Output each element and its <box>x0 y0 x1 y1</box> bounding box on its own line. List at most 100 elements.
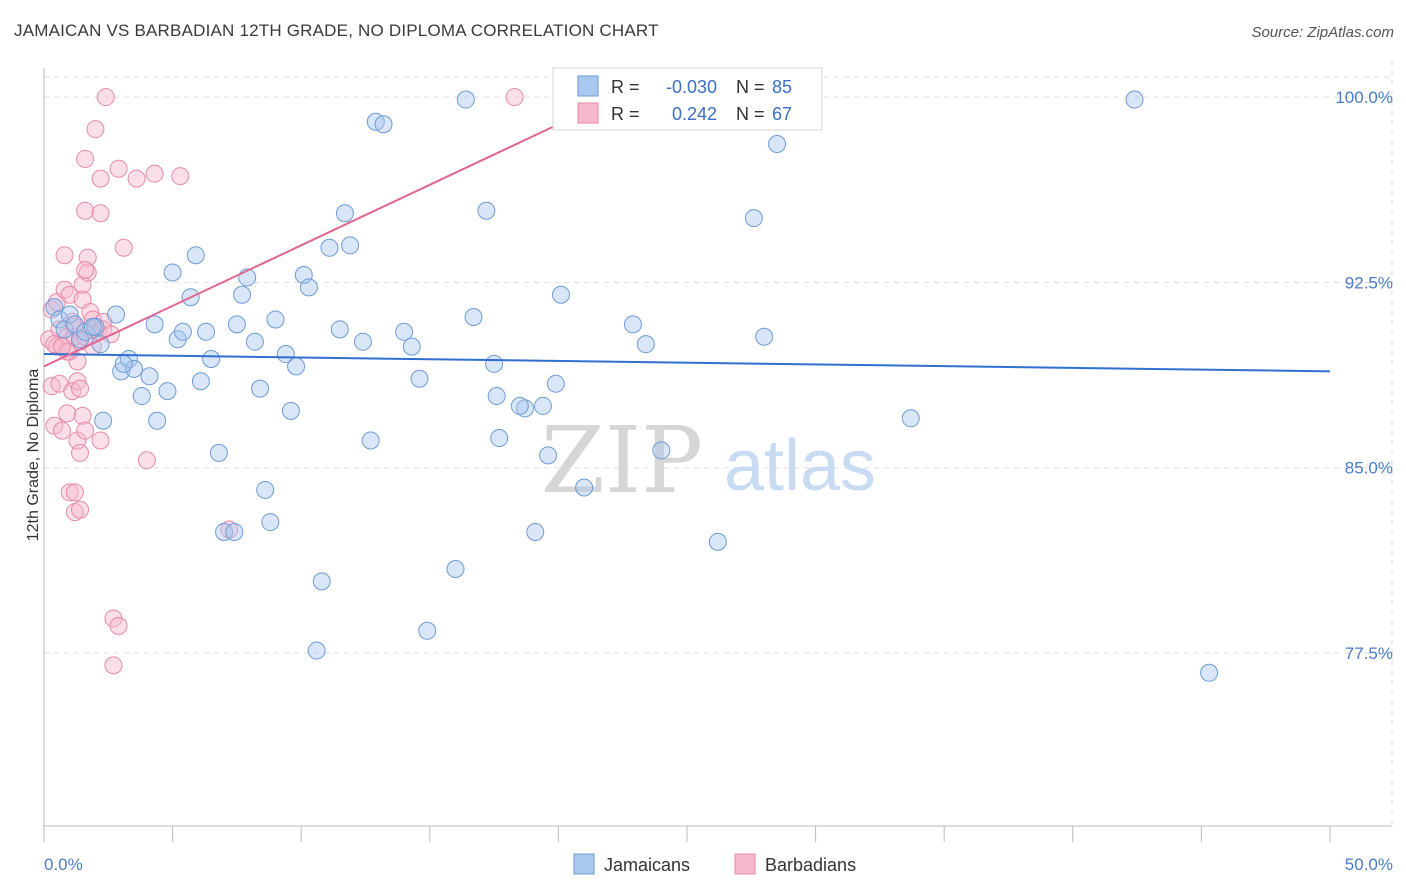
jamaican-point <box>1200 663 1219 682</box>
barbadian-point <box>91 204 110 223</box>
barbadian-point <box>171 167 190 186</box>
barbadian-point <box>78 263 97 282</box>
jamaican-legend-swatch <box>577 75 599 97</box>
barbadian-point <box>137 451 156 470</box>
barbadian-point <box>145 164 164 183</box>
jamaican-point <box>374 115 393 134</box>
jamaican-point <box>335 204 354 223</box>
barbadian-point <box>71 500 90 519</box>
chart-title: JAMAICAN VS BARBADIAN 12TH GRADE, NO DIP… <box>14 21 659 40</box>
jamaican-point <box>125 359 144 378</box>
axes <box>43 68 1392 842</box>
jamaican-point <box>575 478 594 497</box>
jamaican-point <box>446 560 465 579</box>
jamaican-point <box>148 411 167 430</box>
jamaican-point <box>186 246 205 265</box>
series-legend: Jamaicans Barbadians <box>573 853 856 875</box>
y-tick-label: 85.0% <box>1345 459 1393 478</box>
barbadian-point <box>58 404 77 423</box>
jamaican-point <box>623 315 642 334</box>
trend-lines <box>43 123 1331 373</box>
barbadian-point <box>86 120 105 139</box>
legend-n-value-1: 85 <box>772 77 792 97</box>
barbadian-point <box>53 337 72 356</box>
jamaicans-legend-label: Jamaicans <box>604 855 690 875</box>
barbadian-point <box>109 616 128 635</box>
jamaican-point <box>299 278 318 297</box>
barbadian-point <box>76 261 95 280</box>
jamaican-point <box>539 446 558 465</box>
jamaican-point <box>485 354 504 373</box>
jamaican-point <box>744 209 763 228</box>
jamaican-point <box>490 429 509 448</box>
tick-labels: 77.5% 85.0% 92.5% 100.0% 0.0% 50.0% <box>44 88 1393 874</box>
legend-r-label-1: R = <box>611 77 640 97</box>
barbadian-point <box>53 421 72 440</box>
jamaican-point <box>233 285 252 304</box>
jamaican-point <box>1125 90 1144 109</box>
jamaican-point <box>158 382 177 401</box>
jamaican-point <box>140 367 159 386</box>
barbadian-point <box>220 520 239 539</box>
barbadian-point <box>55 280 74 299</box>
jamaicans-swatch <box>573 853 595 875</box>
x-tick-label: 50.0% <box>1345 855 1393 874</box>
jamaican-point <box>395 322 414 341</box>
jamaican-point <box>487 387 506 406</box>
legend-r-value-2: 0.242 <box>672 104 717 124</box>
jamaican-point <box>526 522 545 541</box>
legend-r-value-1: -0.030 <box>666 77 717 97</box>
grid-lines <box>44 60 1393 826</box>
jamaican-point <box>107 305 126 324</box>
barbadian-point <box>55 246 74 265</box>
jamaican-point <box>173 322 192 341</box>
legend-n-label-1: N = <box>736 77 765 97</box>
jamaican-point <box>477 201 496 220</box>
jamaican-point <box>551 285 570 304</box>
watermark-atlas: atlas <box>724 426 876 506</box>
barbadian-point <box>71 443 90 462</box>
jamaican-trend-line <box>43 353 1331 373</box>
y-tick-label: 92.5% <box>1345 273 1393 292</box>
barbadian-point <box>109 159 128 178</box>
jamaican-point <box>418 621 437 640</box>
jamaican-point <box>256 480 275 499</box>
jamaican-point <box>94 411 113 430</box>
jamaican-point <box>515 399 534 418</box>
jamaican-point <box>320 238 339 257</box>
y-tick-label: 100.0% <box>1335 88 1393 107</box>
watermark-zip: ZIP <box>541 407 703 514</box>
jamaican-point <box>132 387 151 406</box>
legend-r-label-2: R = <box>611 104 640 124</box>
jamaican-point <box>510 396 529 415</box>
jamaican-point <box>901 409 920 428</box>
chart-source: Source: ZipAtlas.com <box>1251 24 1394 41</box>
barbadians-legend-label: Barbadians <box>765 855 856 875</box>
barbadian-point <box>65 503 84 522</box>
barbadian-point <box>60 483 79 502</box>
jamaican-point <box>281 401 300 420</box>
x-tick-label: 0.0% <box>44 855 83 874</box>
watermark: ZIP atlas <box>541 407 876 514</box>
y-tick-label: 77.5% <box>1345 644 1393 663</box>
jamaican-point <box>83 317 102 336</box>
barbadian-point <box>104 656 123 675</box>
jamaican-points <box>45 88 1219 682</box>
barbadian-point <box>91 169 110 188</box>
jamaican-point <box>261 513 280 532</box>
jamaican-point <box>202 349 221 368</box>
jamaican-point <box>191 372 210 391</box>
jamaican-point <box>546 374 565 393</box>
stats-legend: R = -0.030 N = 85 R = 0.242 N = 67 <box>552 67 823 131</box>
jamaican-point <box>163 263 182 282</box>
barbadian-point <box>76 421 95 440</box>
jamaican-point <box>402 337 421 356</box>
jamaican-point <box>60 305 79 324</box>
jamaican-point <box>341 236 360 255</box>
jamaican-point <box>245 332 264 351</box>
barbadian-point <box>76 201 95 220</box>
barbadian-point <box>96 88 115 107</box>
jamaican-point <box>114 354 133 373</box>
barbadian-point <box>65 327 84 346</box>
